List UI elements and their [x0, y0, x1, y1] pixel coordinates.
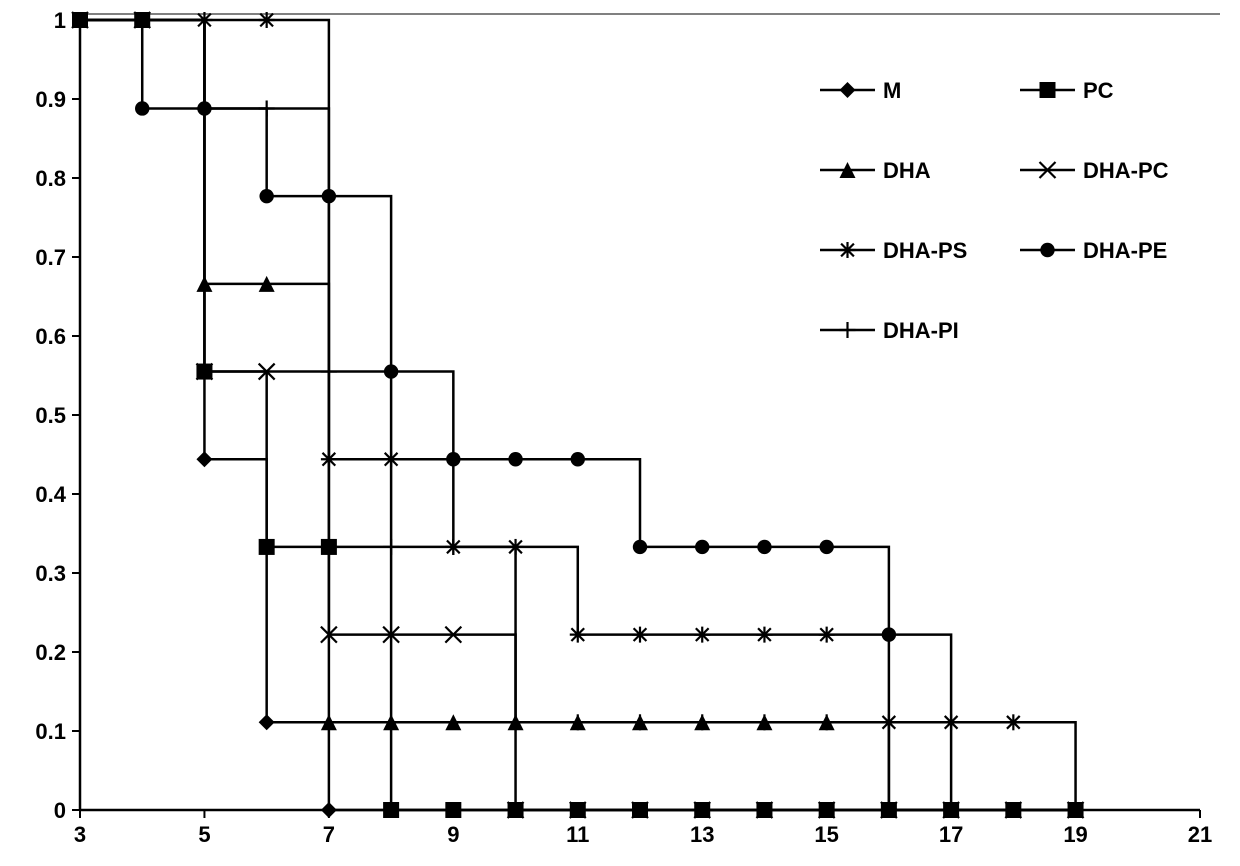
series-M	[72, 12, 1084, 818]
series-DHA-PE	[73, 13, 1083, 817]
svg-text:0.1: 0.1	[35, 719, 66, 744]
legend-label-M: M	[883, 78, 901, 103]
survival-step-chart: 00.10.20.30.40.50.60.70.80.9135791113151…	[0, 0, 1240, 866]
legend-label-DHA-PE: DHA-PE	[1083, 238, 1167, 263]
legend-label-DHA: DHA	[883, 158, 931, 183]
svg-text:13: 13	[690, 822, 714, 847]
svg-text:17: 17	[939, 822, 963, 847]
legend-label-DHA-PI: DHA-PI	[883, 318, 959, 343]
svg-text:0.4: 0.4	[35, 482, 66, 507]
svg-text:0.3: 0.3	[35, 561, 66, 586]
svg-text:1: 1	[54, 8, 66, 33]
chart-svg: 00.10.20.30.40.50.60.70.80.9135791113151…	[0, 0, 1240, 866]
svg-text:0.9: 0.9	[35, 87, 66, 112]
svg-text:9: 9	[447, 822, 459, 847]
svg-text:0: 0	[54, 798, 66, 823]
svg-text:0.6: 0.6	[35, 324, 66, 349]
svg-text:15: 15	[814, 822, 838, 847]
series-PC	[72, 12, 1084, 818]
legend-label-DHA-PC: DHA-PC	[1083, 158, 1169, 183]
svg-text:0.5: 0.5	[35, 403, 66, 428]
svg-text:5: 5	[198, 822, 210, 847]
legend: M PC DHA DHA-PC DHA-PS DHA-PE DHA-PI	[820, 78, 1169, 343]
svg-text:21: 21	[1188, 822, 1212, 847]
svg-text:3: 3	[74, 822, 86, 847]
series-DHA-PS	[72, 12, 1084, 818]
svg-text:7: 7	[323, 822, 335, 847]
legend-label-PC: PC	[1083, 78, 1114, 103]
svg-text:11: 11	[566, 822, 589, 847]
series-DHA-PI	[72, 12, 1084, 818]
legend-label-DHA-PS: DHA-PS	[883, 238, 967, 263]
series-DHA	[72, 12, 1084, 818]
svg-text:0.8: 0.8	[35, 166, 66, 191]
svg-text:0.2: 0.2	[35, 640, 66, 665]
series-DHA-PC	[72, 12, 1084, 818]
svg-text:0.7: 0.7	[35, 245, 66, 270]
svg-text:19: 19	[1063, 822, 1087, 847]
